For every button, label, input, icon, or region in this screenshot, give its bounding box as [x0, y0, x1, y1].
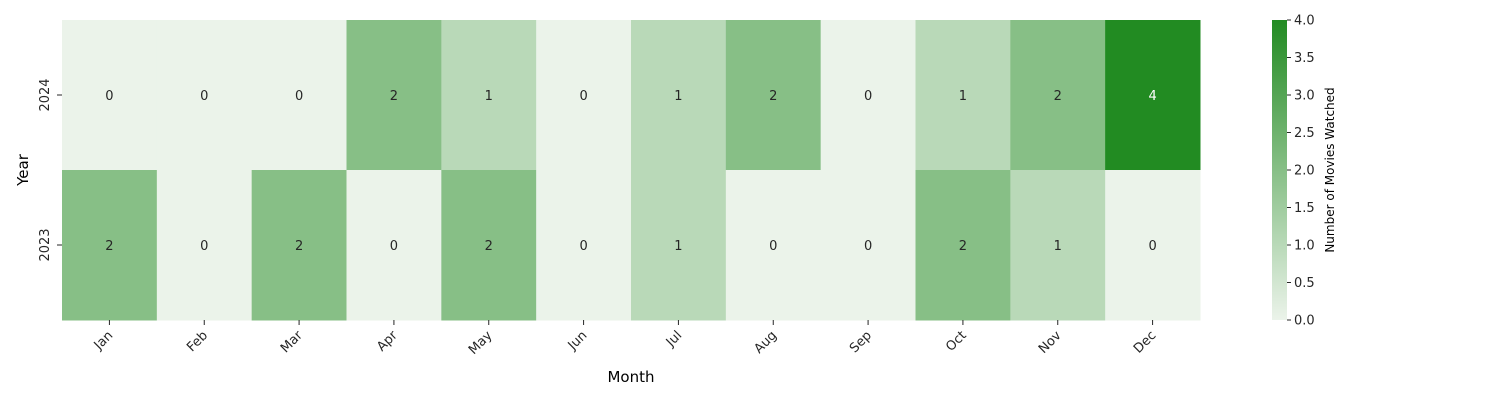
x-tick-label: Jul: [663, 328, 685, 350]
cell-value-label: 1: [1054, 239, 1062, 254]
cell-value-label: 0: [579, 239, 587, 254]
heatmap-cell: [251, 20, 347, 171]
y-tick-label: 2023: [38, 228, 53, 261]
cell-value-label: 4: [1148, 89, 1156, 104]
cell-value-label: 0: [390, 239, 398, 254]
x-tick-label: Sep: [847, 328, 875, 356]
x-axis-title: Month: [607, 368, 654, 386]
cell-value-label: 2: [485, 239, 493, 254]
cell-value-label: 2: [769, 89, 777, 104]
y-tick-label: 2024: [38, 78, 53, 111]
cell-value-label: 1: [485, 89, 493, 104]
heatmap-cell: [820, 170, 916, 321]
y-axis-ticks: 2024 2023: [38, 78, 62, 262]
heatmap-cell: [156, 170, 253, 321]
colorbar-tick-label: 3.5: [1294, 51, 1315, 66]
heatmap-cell: [62, 170, 158, 321]
heatmap-cell: [631, 20, 727, 171]
heatmap-cell: [915, 20, 1011, 171]
cell-value-label: 1: [674, 239, 682, 254]
colorbar-tick-label: 4.0: [1294, 14, 1315, 29]
heatmap-cell: [346, 20, 442, 171]
x-axis-ticks: Jan Feb Mar Apr May Jun Jul Aug Sep Oct Nov Dec: [91, 320, 1159, 358]
colorbar-tick-label: 2.5: [1294, 126, 1315, 141]
colorbar-tick-label: 0.0: [1294, 314, 1315, 329]
heatmap-cell: [1010, 170, 1106, 321]
colorbar-tick-label: 0.5: [1294, 276, 1315, 291]
heatmap-cell: [62, 20, 158, 171]
x-tick-label: Nov: [1036, 328, 1065, 357]
x-tick-label: Jun: [565, 328, 591, 354]
cell-value-label: 1: [959, 89, 967, 104]
cell-value-label: 0: [200, 239, 208, 254]
heatmap-cell: [725, 20, 822, 171]
heatmap-cell: [1010, 20, 1106, 171]
heatmap-cell: [536, 20, 632, 171]
cell-value-label: 0: [579, 89, 587, 104]
colorbar-tick-label: 3.0: [1294, 89, 1315, 104]
heatmap-cell: [251, 170, 347, 321]
colorbar-title: Number of Movies Watched: [1323, 87, 1337, 252]
cell-value-label: 2: [390, 89, 398, 104]
cell-value-label: 0: [200, 89, 208, 104]
colorbar: [1272, 20, 1287, 320]
heatmap-cell: [1105, 20, 1201, 171]
heatmap-cell: [820, 20, 916, 171]
cell-value-label: 2: [105, 239, 113, 254]
x-tick-label: May: [466, 328, 496, 358]
colorbar-ticks: 0.0 0.5 1.0 1.5 2.0 2.5 3.0 3.5 4.0: [1287, 14, 1315, 329]
heatmap-cell: [441, 20, 537, 171]
x-tick-label: Apr: [374, 328, 401, 355]
y-axis-title: Year: [14, 153, 32, 187]
cell-value-label: 2: [1054, 89, 1062, 104]
x-tick-label: Dec: [1131, 328, 1159, 356]
cell-value-label: 0: [864, 239, 872, 254]
heatmap-cell: [915, 170, 1011, 321]
x-tick-label: Oct: [943, 328, 970, 355]
x-tick-label: Mar: [278, 328, 306, 356]
cell-value-label: 1: [674, 89, 682, 104]
heatmap-cell: [156, 20, 253, 171]
x-tick-label: Aug: [752, 328, 781, 357]
heatmap-cells: 0 0 0 2 1 0 1 2 0 1 2 4 2 0 2 0 2 0 1 0 0 2 1 0: [62, 20, 1201, 321]
heatmap-cell: [441, 170, 537, 321]
heatmap-cell: [536, 170, 632, 321]
x-tick-label: Feb: [184, 328, 211, 355]
cell-value-label: 0: [864, 89, 872, 104]
cell-value-label: 0: [295, 89, 303, 104]
heatmap-cell: [631, 170, 727, 321]
colorbar-tick-label: 1.0: [1294, 239, 1315, 254]
heatmap-cell: [346, 170, 442, 321]
colorbar-tick-label: 2.0: [1294, 164, 1315, 179]
cell-value-label: 2: [295, 239, 303, 254]
cell-value-label: 0: [1148, 239, 1156, 254]
x-tick-label: Jan: [91, 328, 116, 353]
heatmap-cell: [1105, 170, 1201, 321]
cell-value-label: 0: [769, 239, 777, 254]
cell-value-label: 0: [105, 89, 113, 104]
cell-value-label: 2: [959, 239, 967, 254]
heatmap-cell: [725, 170, 822, 321]
colorbar-tick-label: 1.5: [1294, 201, 1315, 216]
